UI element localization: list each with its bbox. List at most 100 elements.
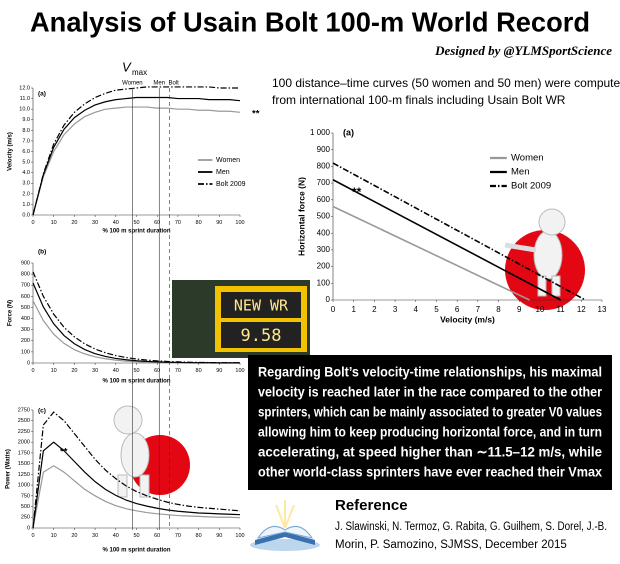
y-axis-label: Power (Watts) <box>6 449 12 489</box>
y-tick-label: 9.0 <box>22 117 30 123</box>
x-tick-label: 5 <box>434 305 439 314</box>
photo: NEW WR 9.58 <box>172 280 310 358</box>
y-tick-label: 500 <box>317 212 331 221</box>
x-tick-label: 0 <box>31 533 34 539</box>
x-tick-label: 30 <box>92 220 98 226</box>
x-axis-label: % 100 m sprint duration <box>102 548 170 554</box>
y-tick-label: 300 <box>317 245 331 254</box>
y-tick-label: 2500 <box>18 418 30 424</box>
x-tick-label: 100 <box>235 368 244 374</box>
panel-label: (a) <box>38 91 46 98</box>
x-tick-label: 60 <box>154 368 160 374</box>
y-axis-label: Horizontal force (N) <box>296 177 306 256</box>
x-tick-label: 4 <box>414 305 419 314</box>
x-tick-label: 11 <box>556 305 565 314</box>
intro-line: from international 100-m finals includin… <box>272 93 566 107</box>
vmax-label: Men <box>153 81 165 87</box>
vmax-label: Bolt <box>168 81 179 87</box>
legend-label: Women <box>511 153 544 164</box>
x-axis-label: % 100 m sprint duration <box>102 229 170 235</box>
summary-line: velocity is reached later in the race co… <box>258 384 602 400</box>
y-axis-label: Force (N) <box>8 300 14 326</box>
x-tick-label: 80 <box>196 220 202 226</box>
summary: Regarding Bolt’s velocity-time relations… <box>258 364 602 480</box>
x-tick-label: 9 <box>517 305 522 314</box>
y-tick-label: 900 <box>21 260 30 266</box>
photo-text: 9.58 <box>241 326 282 346</box>
photo-text: NEW WR <box>234 297 289 315</box>
y-tick-label: 1750 <box>18 450 30 456</box>
y-tick-label: 700 <box>317 178 331 187</box>
legend-label: Women <box>216 157 240 164</box>
y-tick-label: 2000 <box>18 440 30 446</box>
y-tick-label: 750 <box>21 493 30 499</box>
credit: Designed by @YLMSportScience <box>434 43 612 58</box>
y-tick-label: 1000 <box>18 483 30 489</box>
vmax-subscript: max <box>132 68 147 77</box>
x-tick-label: 90 <box>216 533 222 539</box>
y-tick-label: 1.0 <box>22 202 30 208</box>
y-tick-label: 700 <box>21 283 30 289</box>
x-tick-label: 30 <box>92 368 98 374</box>
y-tick-label: 2750 <box>18 407 30 413</box>
x-tick-label: 30 <box>92 533 98 539</box>
x-axis-label: Velocity (m/s) <box>440 314 495 324</box>
reference-line: Morin, P. Samozino, SJMSS, December 2015 <box>335 539 567 551</box>
x-tick-label: 40 <box>113 220 119 226</box>
y-tick-label: 300 <box>21 327 30 333</box>
x-tick-label: 90 <box>216 368 222 374</box>
x-tick-label: 70 <box>175 533 181 539</box>
x-tick-label: 7 <box>476 305 481 314</box>
y-tick-label: 400 <box>21 316 30 322</box>
x-tick-label: 20 <box>71 368 77 374</box>
x-tick-label: 0 <box>331 305 336 314</box>
series-line <box>32 465 241 529</box>
y-tick-label: 11.0 <box>20 96 30 102</box>
reference-heading: Reference <box>335 497 408 514</box>
x-tick-label: 50 <box>133 368 139 374</box>
y-tick-label: 0 <box>27 525 30 531</box>
y-tick-label: 100 <box>317 278 331 287</box>
figure <box>113 405 150 498</box>
summary-box <box>248 355 612 490</box>
y-tick-label: 500 <box>21 504 30 510</box>
y-tick-label: 8.0 <box>22 128 30 134</box>
y-tick-label: 2.0 <box>22 191 30 197</box>
panel-label: (a) <box>343 127 354 137</box>
y-tick-label: 0 <box>326 295 331 304</box>
summary-line: other world-class sprinters have ever re… <box>258 464 602 480</box>
x-tick-label: 20 <box>71 533 77 539</box>
x-tick-label: 3 <box>393 305 398 314</box>
panel-label: (b) <box>38 249 46 256</box>
legend-label: Bolt 2009 <box>511 181 551 192</box>
y-tick-label: 1 000 <box>310 128 331 137</box>
book-icon <box>250 500 320 551</box>
y-tick-label: 6.0 <box>22 149 30 155</box>
y-axis-label: Velocity (m/s) <box>8 132 14 171</box>
title: Analysis of Usain Bolt 100-m World Recor… <box>30 6 590 37</box>
summary-line: Regarding Bolt’s velocity-time relations… <box>258 364 602 380</box>
series-line <box>32 86 240 216</box>
x-axis-label: % 100 m sprint duration <box>102 379 170 385</box>
y-tick-label: 200 <box>21 338 30 344</box>
y-tick-label: 1500 <box>18 461 30 467</box>
x-tick-label: 6 <box>455 305 460 314</box>
legend-label: Men <box>511 167 529 178</box>
reference-line: J. Slawinski, N. Termoz, G. Rabita, G. G… <box>335 521 607 533</box>
legend-label: Men <box>216 169 230 176</box>
series-line <box>32 411 241 529</box>
vmax-symbol: V <box>122 59 132 74</box>
y-tick-label: 100 <box>21 349 30 355</box>
y-tick-label: 4.0 <box>22 170 30 176</box>
y-tick-label: 7.0 <box>22 138 30 144</box>
x-tick-label: 1 <box>351 305 356 314</box>
x-tick-label: 40 <box>113 368 119 374</box>
y-tick-label: 3.0 <box>22 181 30 187</box>
x-tick-label: 50 <box>133 533 139 539</box>
x-tick-label: 70 <box>175 220 181 226</box>
x-tick-label: 60 <box>154 533 160 539</box>
x-tick-label: 13 <box>598 305 607 314</box>
y-tick-label: 900 <box>317 145 331 154</box>
x-tick-label: 100 <box>235 533 244 539</box>
